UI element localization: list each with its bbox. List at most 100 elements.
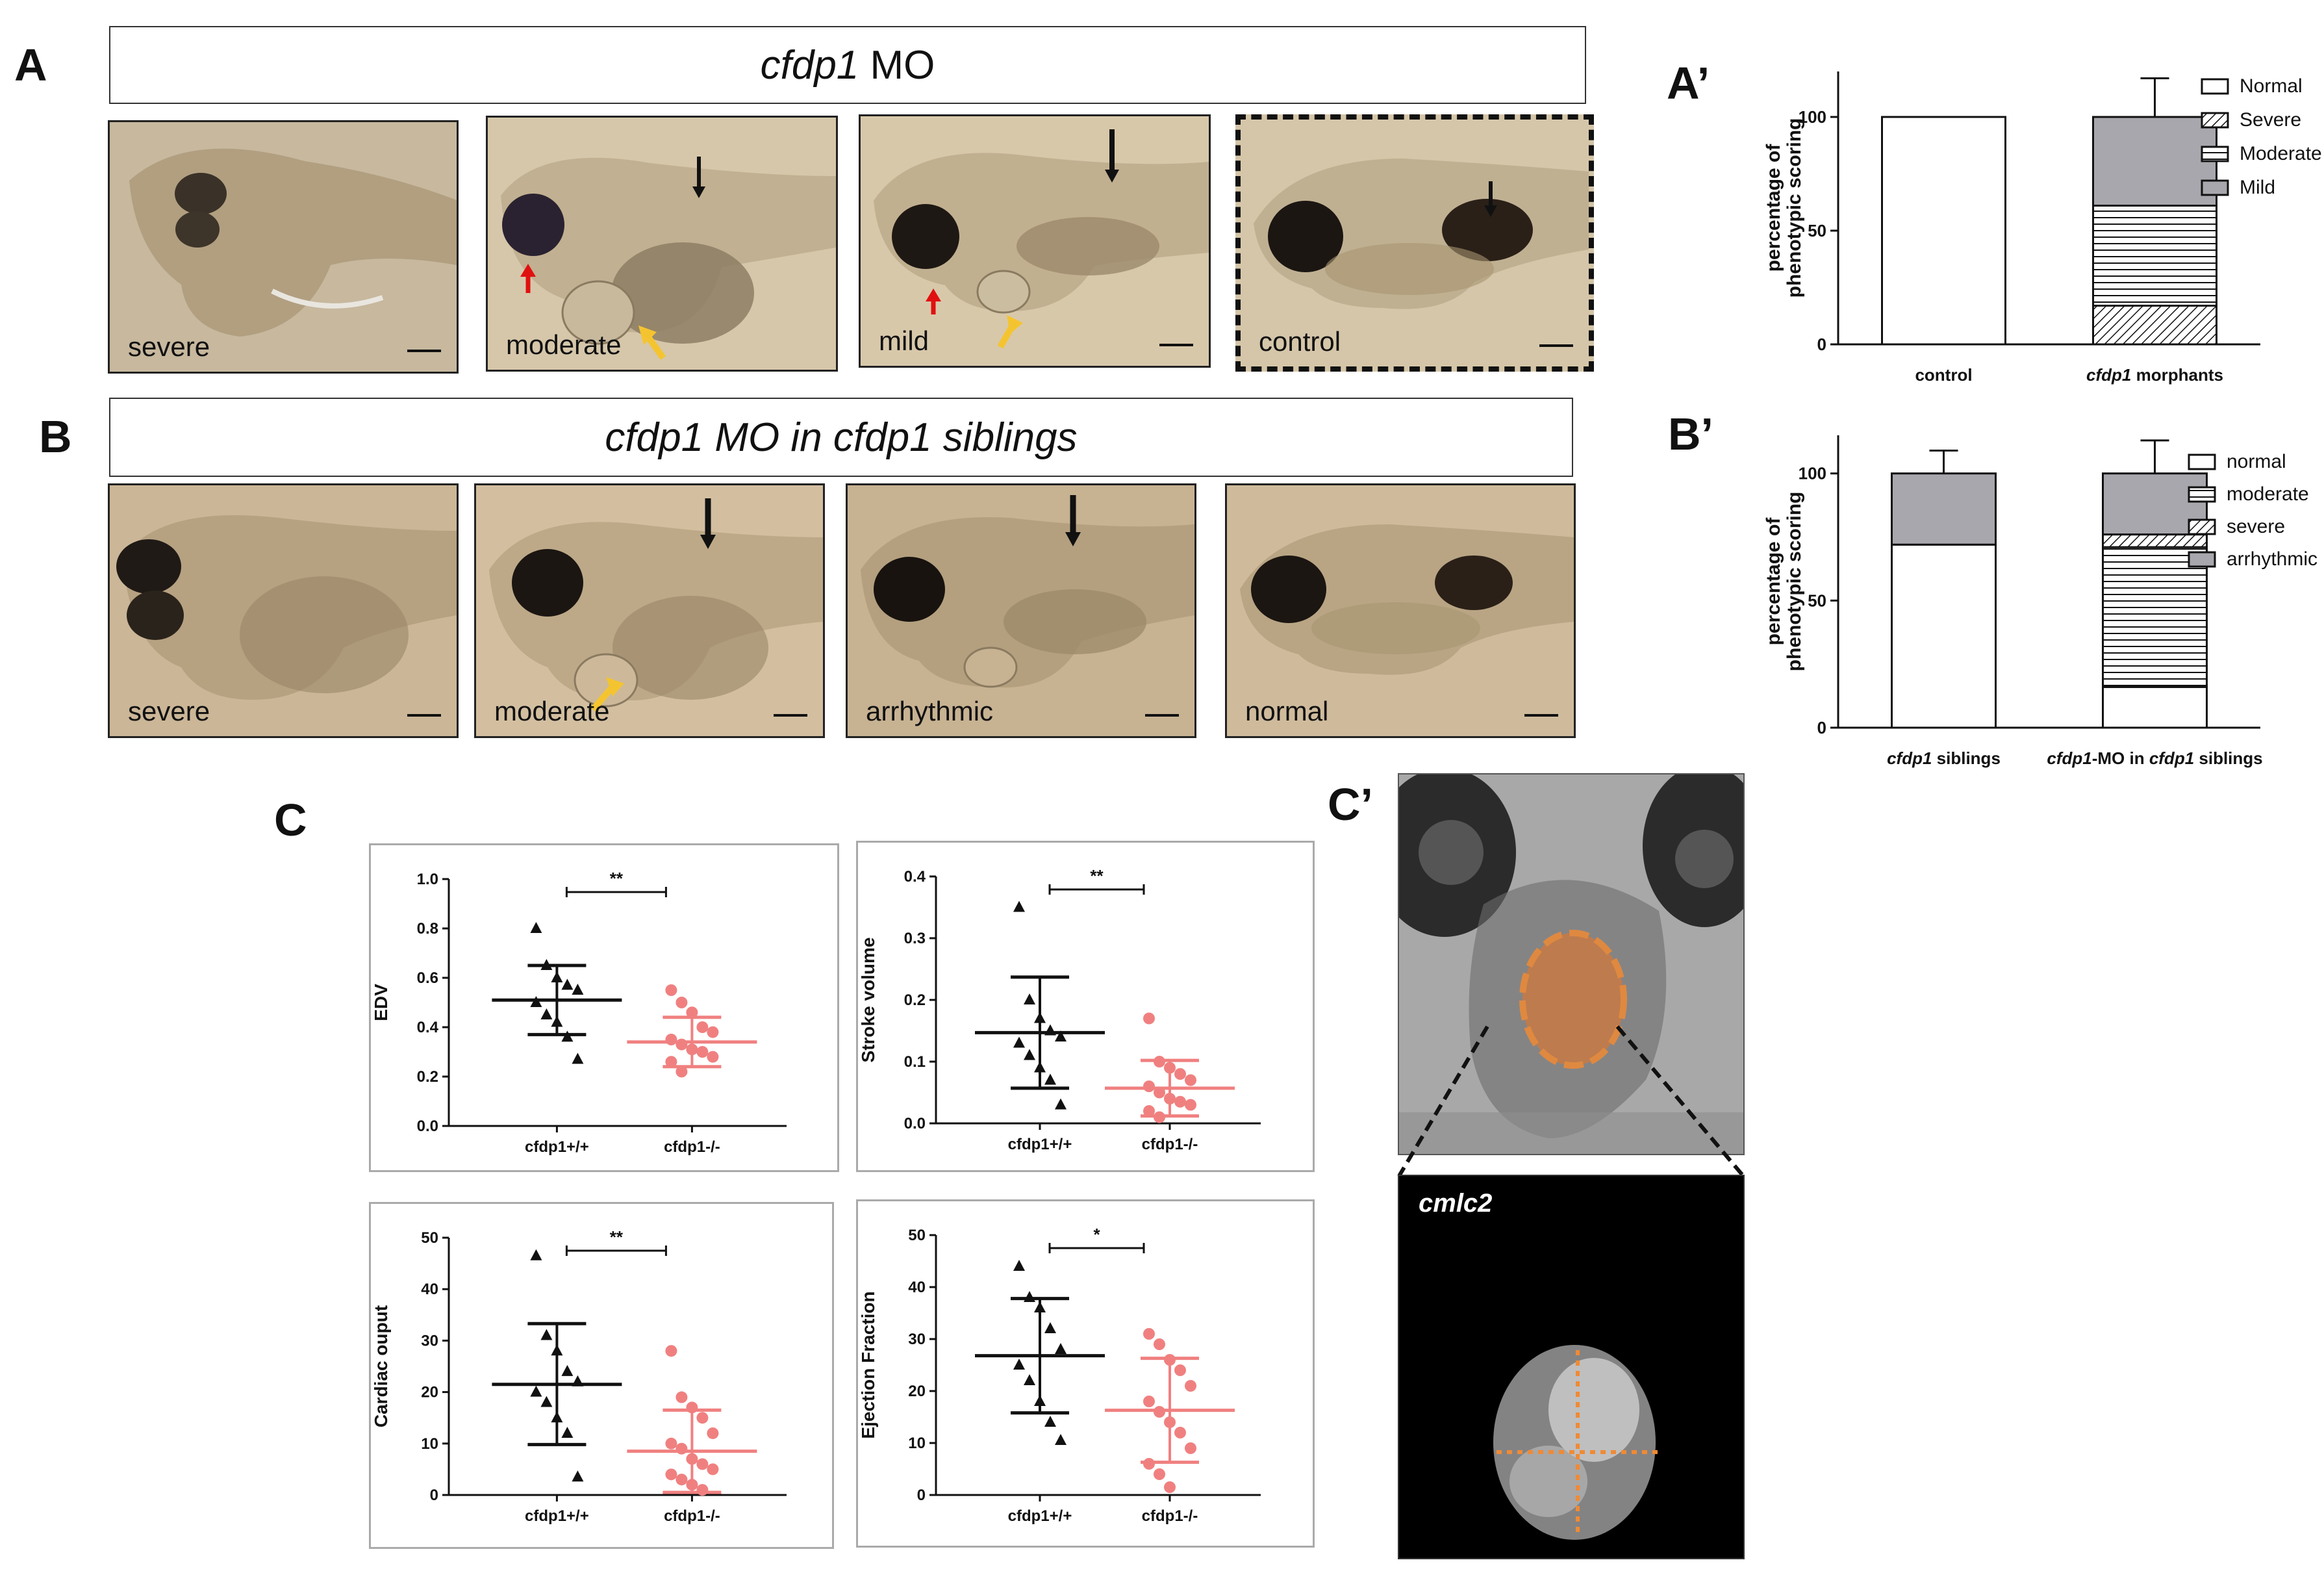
data-point-triangle bbox=[1024, 1291, 1035, 1302]
caption-moderate: moderate bbox=[506, 329, 622, 360]
data-point-circle bbox=[1164, 1354, 1176, 1366]
panel-letter-a: A bbox=[14, 40, 47, 90]
data-point-circle bbox=[676, 1066, 688, 1078]
legend-swatch-normal bbox=[2188, 453, 2216, 470]
data-point-circle bbox=[707, 1463, 719, 1475]
legend-label-mild: Mild bbox=[2240, 177, 2275, 198]
legend-label-normal: normal bbox=[2227, 451, 2286, 472]
y-tick-label: 0.6 bbox=[417, 969, 438, 987]
caption-control: control bbox=[1259, 326, 1341, 357]
data-point-circle bbox=[1154, 1406, 1165, 1418]
y-axis-label: EDV bbox=[371, 984, 391, 1021]
data-point-circle bbox=[1185, 1099, 1196, 1111]
plot-box-stroke-volume: 0.0 0.1 0.2 0.3 0.4 Stroke volume cfdp1+/+ cfdp… bbox=[856, 841, 1315, 1172]
data-point-circle bbox=[676, 1474, 688, 1486]
data-point-circle bbox=[707, 1051, 719, 1063]
data-point-triangle bbox=[1034, 1061, 1046, 1073]
data-point-circle bbox=[686, 1453, 698, 1465]
bar-segment-moderate bbox=[2102, 546, 2208, 688]
data-point-circle bbox=[1164, 1062, 1176, 1074]
panel-letter-a-prime: A’ bbox=[1667, 58, 1710, 109]
x-category-label: cfdp1 siblings bbox=[1887, 748, 2001, 768]
data-point-triangle bbox=[572, 1375, 584, 1386]
y-tick-label: 0.0 bbox=[904, 1115, 926, 1132]
panel-a-image-control: control bbox=[1235, 114, 1594, 372]
data-point-triangle bbox=[1044, 1024, 1056, 1036]
panel-b-image-moderate: moderate bbox=[474, 483, 825, 738]
panel-a-image-moderate: moderate bbox=[486, 116, 838, 372]
chart-a-prime: 0 50 100 percentage of phenotypic scoring con… bbox=[1763, 71, 2322, 385]
data-point-circle bbox=[1174, 1095, 1186, 1108]
data-point-circle bbox=[696, 1046, 709, 1058]
panel-letter-c: C bbox=[274, 795, 307, 845]
data-point-circle bbox=[696, 1412, 709, 1424]
data-point-circle bbox=[1164, 1481, 1176, 1493]
scale-bar bbox=[1145, 714, 1179, 717]
data-point-circle bbox=[1143, 1012, 1155, 1025]
data-point-circle bbox=[696, 1021, 709, 1033]
data-point-circle bbox=[1185, 1442, 1196, 1454]
data-point-circle bbox=[707, 1026, 719, 1038]
legend-swatch-moderate bbox=[2188, 486, 2216, 503]
larva-b-moderate-illustration bbox=[489, 498, 823, 712]
data-point-triangle bbox=[1034, 1395, 1046, 1406]
data-point-triangle bbox=[1055, 1343, 1067, 1354]
caption-b-arrhythmic: arrhythmic bbox=[866, 696, 994, 726]
data-point-triangle bbox=[1024, 1374, 1035, 1385]
significance-stars: * bbox=[1093, 1225, 1100, 1244]
data-point-triangle bbox=[1013, 1260, 1025, 1271]
scale-bar bbox=[1159, 344, 1193, 346]
panel-a-title: cfdp1 MO bbox=[109, 26, 1586, 104]
data-point-triangle bbox=[540, 959, 553, 970]
data-point-circle bbox=[1143, 1396, 1155, 1407]
panel-b-title: cfdp1 MO in cfdp1 siblings bbox=[109, 398, 1573, 477]
x-category-label: cfdp1+/+ bbox=[525, 1138, 589, 1156]
data-point-circle bbox=[696, 1484, 709, 1496]
data-point-circle bbox=[1185, 1380, 1196, 1392]
x-category-label: control bbox=[1915, 365, 1972, 385]
bar-segment-normal bbox=[2102, 685, 2208, 729]
data-point-circle bbox=[676, 1038, 688, 1051]
data-point-triangle bbox=[551, 1344, 563, 1356]
bar-segment-severe bbox=[2102, 533, 2208, 548]
data-point-circle bbox=[1185, 1074, 1196, 1086]
scale-bar bbox=[1539, 344, 1573, 347]
x-category-label: cfdp1-/- bbox=[664, 1507, 720, 1525]
y-tick-label: 0.8 bbox=[417, 920, 438, 938]
chart-ejection-fraction: 0 10 20 30 40 50 Ejection Fraction cfdp1+/+ cfdp… bbox=[858, 1225, 1261, 1525]
data-point-triangle bbox=[530, 996, 542, 1007]
data-point-triangle bbox=[1034, 1301, 1046, 1312]
y-tick-label: 0 bbox=[1817, 718, 1826, 737]
data-point-triangle bbox=[551, 1411, 563, 1423]
data-point-triangle bbox=[1024, 1049, 1035, 1060]
y-tick-label: 1.0 bbox=[417, 871, 438, 888]
significance-stars: ** bbox=[1090, 866, 1104, 886]
data-point-triangle bbox=[1044, 1073, 1056, 1085]
data-point-circle bbox=[1143, 1080, 1155, 1092]
legend-swatch-mild bbox=[2201, 179, 2229, 196]
data-point-circle bbox=[1164, 1093, 1176, 1105]
caption-b-moderate: moderate bbox=[494, 696, 610, 726]
larva-b-severe-illustration bbox=[116, 515, 457, 700]
significance-stars: ** bbox=[610, 869, 624, 888]
scale-bar bbox=[774, 714, 807, 717]
data-point-circle bbox=[665, 1345, 677, 1357]
data-point-circle bbox=[696, 1458, 709, 1470]
panel-letter-c-prime: C’ bbox=[1328, 779, 1373, 830]
data-point-circle bbox=[665, 1468, 677, 1481]
larva-control-illustration bbox=[1254, 159, 1589, 309]
data-point-triangle bbox=[530, 922, 542, 933]
data-point-triangle bbox=[551, 971, 563, 982]
y-tick-label: 0.1 bbox=[904, 1053, 926, 1071]
y-axis-label-line1: percentage of bbox=[1763, 144, 1784, 272]
bar-segment-normal bbox=[1881, 116, 2006, 346]
y-tick-label: 50 bbox=[421, 1229, 438, 1247]
legend-label-moderate: moderate bbox=[2227, 483, 2309, 505]
legend-swatch-severe bbox=[2188, 518, 2216, 535]
caption-b-severe: severe bbox=[128, 696, 210, 726]
larva-moderate-illustration bbox=[501, 157, 836, 360]
y-tick-label: 20 bbox=[908, 1383, 926, 1400]
y-tick-label: 50 bbox=[1808, 591, 1826, 610]
panel-a-title-rest: MO bbox=[859, 42, 935, 88]
x-category-label: cfdp1-/- bbox=[1142, 1507, 1198, 1525]
